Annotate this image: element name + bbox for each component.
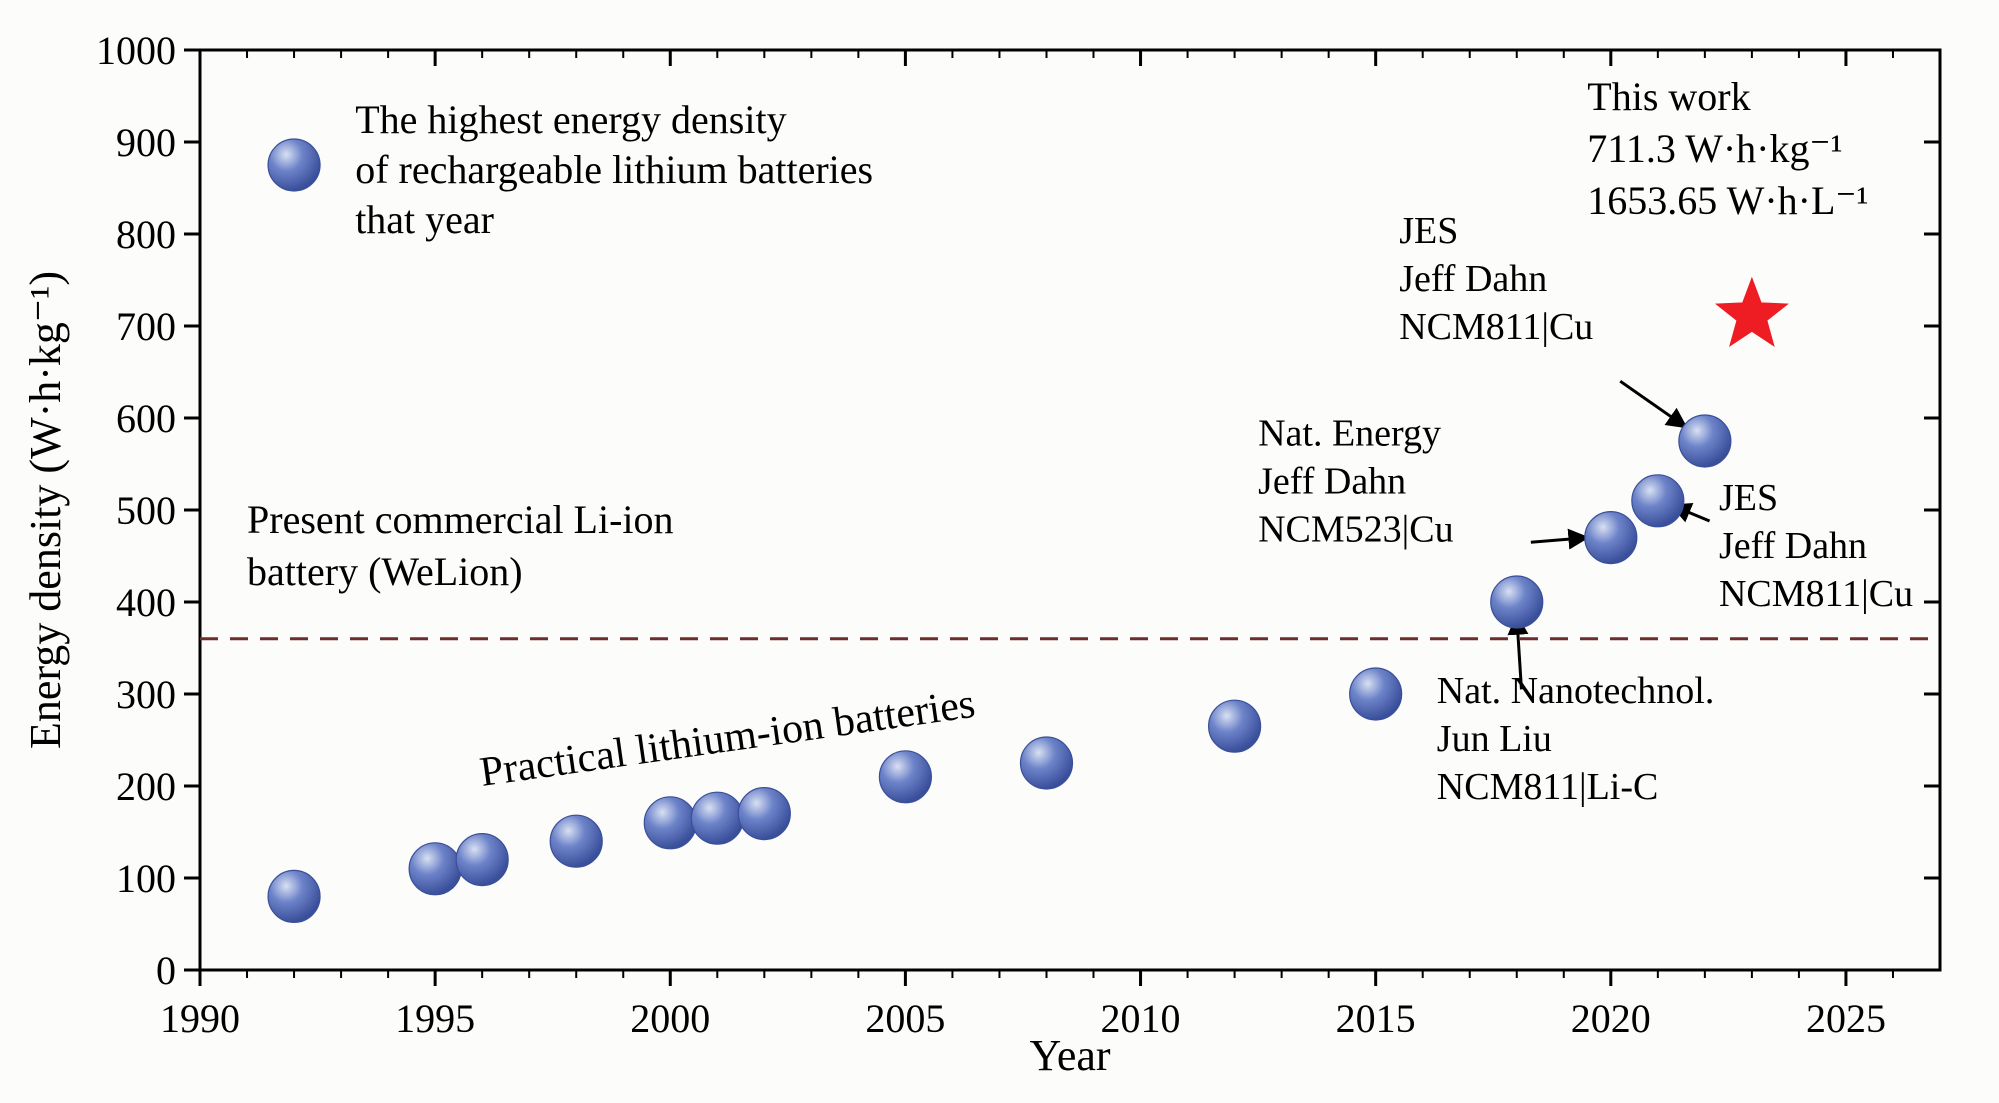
data-point xyxy=(268,870,320,922)
y-tick-label: 1000 xyxy=(96,28,176,73)
y-tick-label: 500 xyxy=(116,488,176,533)
y-tick-label: 300 xyxy=(116,672,176,717)
data-point xyxy=(644,797,696,849)
data-point xyxy=(409,843,461,895)
x-tick-label: 2015 xyxy=(1336,996,1416,1041)
data-point xyxy=(691,792,743,844)
y-tick-label: 100 xyxy=(116,856,176,901)
x-tick-label: 2005 xyxy=(865,996,945,1041)
y-tick-label: 800 xyxy=(116,212,176,257)
y-tick-label: 600 xyxy=(116,396,176,441)
scatter-chart: 1990 1995 2000 2005 2010 2015 2020 2025 0 100 200 3… xyxy=(0,0,1999,1103)
x-axis-label: Year xyxy=(1029,1031,1110,1080)
x-tick-label: 2000 xyxy=(630,996,710,1041)
x-tick-label: 1995 xyxy=(395,996,475,1041)
y-tick-label: 700 xyxy=(116,304,176,349)
data-point xyxy=(1350,668,1402,720)
x-tick-label: 1990 xyxy=(160,996,240,1041)
legend-marker xyxy=(268,139,320,191)
data-point xyxy=(879,751,931,803)
x-tick-label: 2010 xyxy=(1101,996,1181,1041)
data-point xyxy=(456,834,508,886)
y-axis-label: Energy density (W·h·kg⁻¹) xyxy=(21,271,70,749)
data-point xyxy=(1209,700,1261,752)
data-point xyxy=(738,788,790,840)
y-tick-label: 0 xyxy=(156,948,176,993)
data-point xyxy=(550,815,602,867)
y-tick-label: 400 xyxy=(116,580,176,625)
data-point xyxy=(1491,576,1543,628)
data-point xyxy=(1632,475,1684,527)
x-tick-label: 2025 xyxy=(1806,996,1886,1041)
data-point xyxy=(1020,737,1072,789)
chart-container: 1990 1995 2000 2005 2010 2015 2020 2025 0 100 200 3… xyxy=(0,0,1999,1103)
y-tick-label: 900 xyxy=(116,120,176,165)
data-point xyxy=(1679,415,1731,467)
y-tick-label: 200 xyxy=(116,764,176,809)
x-tick-label: 2020 xyxy=(1571,996,1651,1041)
data-point xyxy=(1585,512,1637,564)
